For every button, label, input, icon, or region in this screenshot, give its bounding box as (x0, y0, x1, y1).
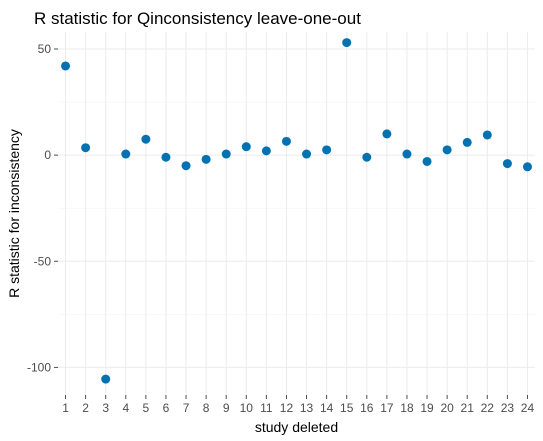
data-point (121, 150, 130, 159)
plot-panel (58, 32, 535, 395)
x-tick-label: 2 (82, 401, 89, 415)
data-point (483, 130, 492, 139)
y-axis-label: R statistic for inconsistency (6, 129, 22, 298)
panel-background (58, 32, 535, 395)
x-tick-label: 24 (521, 401, 535, 415)
y-tick-label: -50 (34, 254, 52, 268)
x-tick-label: 16 (360, 401, 374, 415)
data-point (382, 129, 391, 138)
x-tick-label: 10 (240, 401, 254, 415)
data-point (302, 150, 311, 159)
x-tick-label: 21 (461, 401, 475, 415)
x-tick-label: 4 (122, 401, 129, 415)
data-point (503, 159, 512, 168)
x-tick-label: 19 (420, 401, 434, 415)
data-point (182, 161, 191, 170)
x-tick-label: 6 (163, 401, 170, 415)
y-tick-label: 50 (38, 42, 52, 56)
data-point (423, 157, 432, 166)
data-point (61, 61, 70, 70)
x-tick-label: 1 (62, 401, 69, 415)
x-tick-label: 12 (280, 401, 294, 415)
data-point (443, 145, 452, 154)
data-point (161, 153, 170, 162)
x-tick-label: 5 (143, 401, 150, 415)
data-point (282, 137, 291, 146)
data-point (342, 38, 351, 47)
x-tick-label: 7 (183, 401, 190, 415)
data-point (141, 135, 150, 144)
x-tick-label: 22 (481, 401, 495, 415)
x-tick-label: 13 (300, 401, 314, 415)
y-tick-label: -100 (27, 360, 51, 374)
data-point (322, 145, 331, 154)
x-tick-label: 17 (380, 401, 394, 415)
data-point (81, 143, 90, 152)
data-point (523, 162, 532, 171)
y-axis: -100 -50 0 50 (27, 42, 58, 374)
x-axis: 1 2 3 4 5 6 7 8 9 10 11 12 13 14 15 16 17 18 19 20 21 22 23 24 (62, 395, 534, 415)
y-tick-label: 0 (44, 148, 51, 162)
x-tick-label: 3 (102, 401, 109, 415)
data-point (362, 153, 371, 162)
x-tick-label: 8 (203, 401, 210, 415)
x-tick-label: 18 (400, 401, 414, 415)
data-point (202, 155, 211, 164)
x-tick-label: 23 (501, 401, 515, 415)
x-tick-label: 20 (440, 401, 454, 415)
data-point (463, 138, 472, 147)
data-point (242, 142, 251, 151)
data-point (222, 150, 231, 159)
x-tick-label: 15 (340, 401, 354, 415)
x-tick-label: 14 (320, 401, 334, 415)
x-axis-label: study deleted (255, 419, 338, 435)
data-point (101, 375, 110, 384)
data-point (402, 150, 411, 159)
x-tick-label: 9 (223, 401, 230, 415)
chart-title: R statistic for Qinconsistency leave-one… (34, 9, 361, 28)
x-tick-label: 11 (260, 401, 273, 415)
data-point (262, 146, 271, 155)
